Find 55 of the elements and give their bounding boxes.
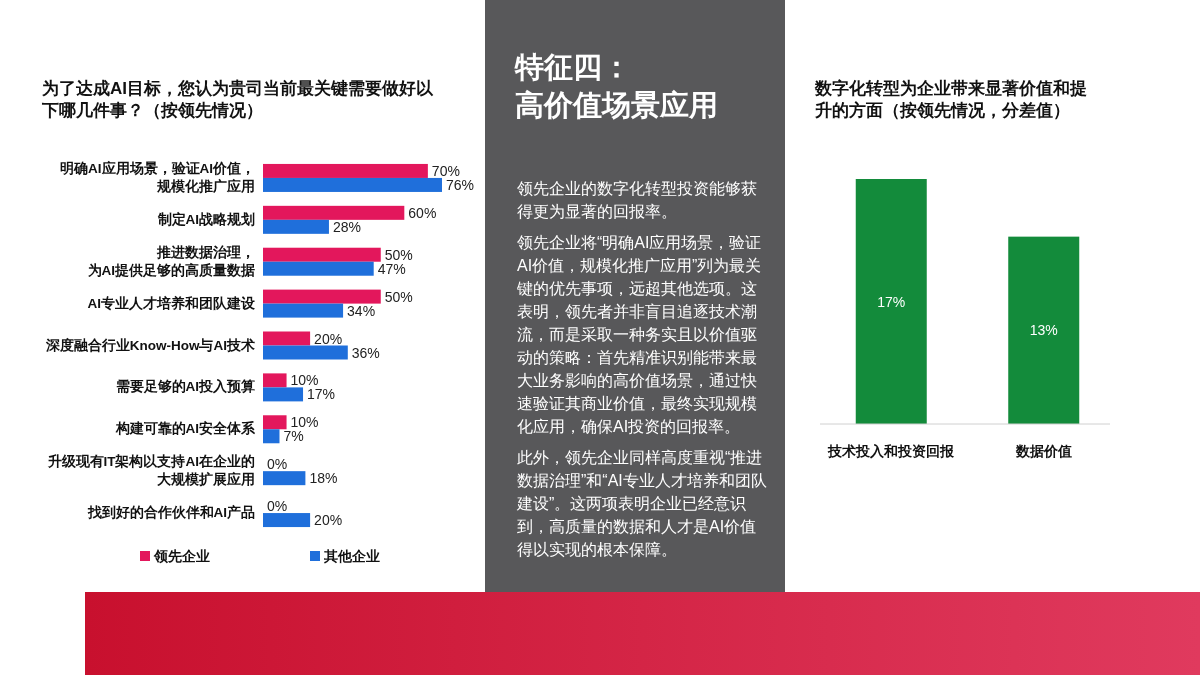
data-label: 28%	[332, 218, 361, 235]
y-tick-label: AI专业人才培养和团队建设	[86, 294, 255, 313]
data-label: 17%	[307, 386, 336, 403]
y-tick-label: 推进数据治理，为AI提供足够的高质量数据	[86, 243, 255, 280]
bar	[263, 163, 428, 178]
data-label: 50%	[384, 246, 413, 263]
chart-title: 为了达成AI目标，您认为贵司当前最关键需要做好以下哪几件事？（按领先情况）	[42, 78, 434, 122]
x-tick-label: 技术投入和投资回报	[827, 443, 956, 459]
bar	[263, 247, 381, 262]
y-tick-label: 明确AI应用场景，验证AI价值，规模化推广应用	[59, 159, 255, 196]
y-tick-label: 构建可靠的AI安全体系	[114, 420, 255, 439]
y-tick-label: 找到好的合作伙伴和AI产品	[86, 504, 255, 523]
data-label: 34%	[347, 302, 376, 319]
legend-label: 领先企业	[153, 548, 210, 564]
text: 领先企业的数字化转型投资能够获得更为显著的回报率。	[517, 179, 758, 222]
data-label: 50%	[384, 288, 413, 305]
data-label: 0%	[267, 456, 288, 473]
bar	[263, 415, 287, 430]
legend-label: 其他企业	[323, 548, 380, 564]
data-label: 13%	[1029, 322, 1058, 339]
text: 领先企业将“明确AI应用场景，验证AI价值，规模化推广应用”列为最关键的优先事项，远超其他选项。这表明，领先者并非盲目追逐技术潮流，而是采取一种务实且以价值驱动的策略：首先精准识别能带来最大业务影响的高价值场景，通过快速验证其商业价值，最终实现规模化应用，确保AI投资的回报率。	[517, 234, 762, 435]
data-label: 36%	[351, 344, 380, 361]
y-tick-label: 制定AI战略规划	[156, 210, 255, 229]
chart-title: 数字化转型为企业带来显著价值和提升的方面（按领先情况，分差值）	[815, 78, 1088, 122]
data-label: 18%	[309, 470, 338, 487]
data-label: 7%	[283, 428, 304, 445]
bar	[263, 387, 304, 402]
bar	[263, 205, 405, 220]
x-tick-label: 数据价值	[1014, 443, 1072, 459]
bar	[263, 289, 381, 304]
data-label: 60%	[408, 204, 437, 221]
bar	[263, 219, 329, 234]
text: 特征四：高价值场景应用	[515, 50, 719, 123]
bar	[263, 177, 442, 192]
bar	[263, 331, 311, 346]
data-label: 20%	[314, 512, 343, 529]
y-tick-label: 需要足够的AI投入预算	[114, 378, 255, 397]
data-label: 0%	[267, 498, 288, 515]
bar	[263, 373, 287, 388]
data-label: 70%	[431, 162, 460, 179]
data-label: 76%	[446, 176, 475, 193]
data-label: 20%	[314, 330, 343, 347]
bar	[263, 429, 280, 444]
bar	[263, 345, 348, 360]
bar	[263, 303, 344, 318]
data-label: 17%	[877, 293, 906, 310]
bar	[263, 471, 306, 486]
data-label: 10%	[290, 372, 319, 389]
data-label: 10%	[290, 414, 319, 431]
bar	[263, 513, 311, 528]
bar	[263, 261, 374, 276]
y-tick-label: 升级现有IT架构以支持AI在企业的大规模扩展应用	[46, 453, 255, 490]
data-label: 47%	[377, 260, 406, 277]
text: 此外，领先企业同样高度重视“推进数据治理”和“AI专业人才培养和团队建设”。这两项表明企业已经意识到，高质量的数据和人才是AI价值得以实现的根本保障。	[517, 448, 768, 560]
y-tick-label: 深度融合行业Know-How与AI技术	[44, 336, 255, 355]
